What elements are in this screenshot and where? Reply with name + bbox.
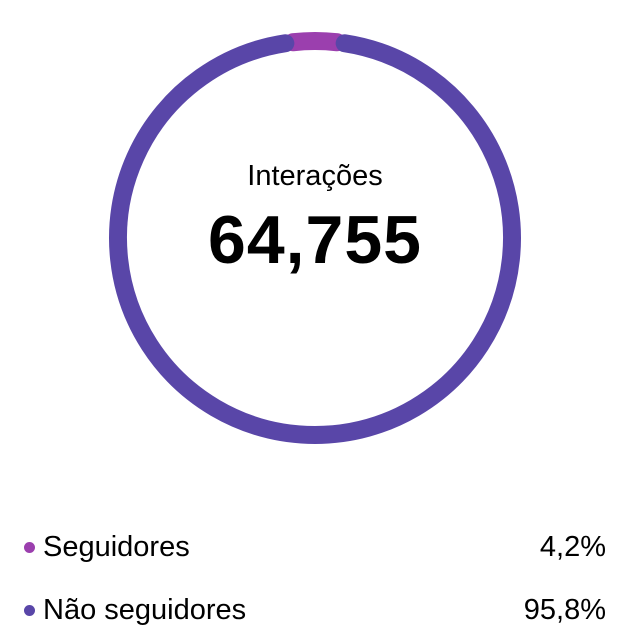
legend-item-nao-seguidores: Não seguidores 95,8% <box>24 590 606 630</box>
interactions-donut-chart: Interações 64,755 <box>109 32 521 444</box>
nao-seguidores-dot-icon <box>24 604 35 616</box>
donut-segment-nao-seguidores <box>109 34 521 444</box>
donut-center-value: 64,755 <box>208 202 422 278</box>
legend-percent-seguidores: 4,2% <box>539 531 606 563</box>
legend-label-seguidores: Seguidores <box>43 531 190 563</box>
legend-percent-nao-seguidores: 95,8% <box>523 594 606 626</box>
seguidores-dot-icon <box>24 541 35 553</box>
legend-label-nao-seguidores: Não seguidores <box>43 594 247 626</box>
donut-svg <box>109 32 521 444</box>
legend-item-seguidores: Seguidores 4,2% <box>24 527 606 567</box>
donut-center-label: Interações <box>247 160 383 192</box>
